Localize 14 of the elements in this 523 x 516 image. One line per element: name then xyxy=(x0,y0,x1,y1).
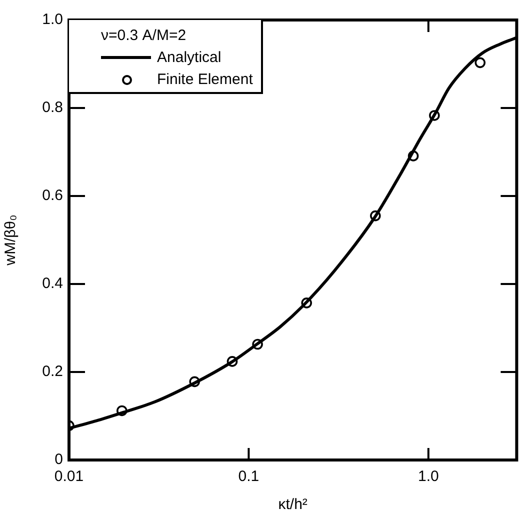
y-axis-title: wM/βθ₀ xyxy=(2,214,20,266)
legend-label: Analytical xyxy=(157,48,222,66)
y-tick-label: 0.4 xyxy=(42,275,63,292)
y-tick-label: 1.0 xyxy=(42,11,63,28)
y-tick-label: 0.6 xyxy=(42,187,63,204)
y-tick-label: 0.8 xyxy=(42,99,63,116)
legend-title: ν=0.3 A/M=2 xyxy=(100,26,188,46)
x-axis-title: κt/h² xyxy=(278,496,308,514)
x-tick-label: 1.0 xyxy=(418,468,439,486)
y-tick-label: 0.2 xyxy=(42,363,63,380)
y-tick-label: 0 xyxy=(54,451,63,468)
legend-label: Finite Element xyxy=(157,70,253,88)
x-tick-label: 0.1 xyxy=(238,468,260,486)
x-tick-label: 0.01 xyxy=(54,468,84,486)
